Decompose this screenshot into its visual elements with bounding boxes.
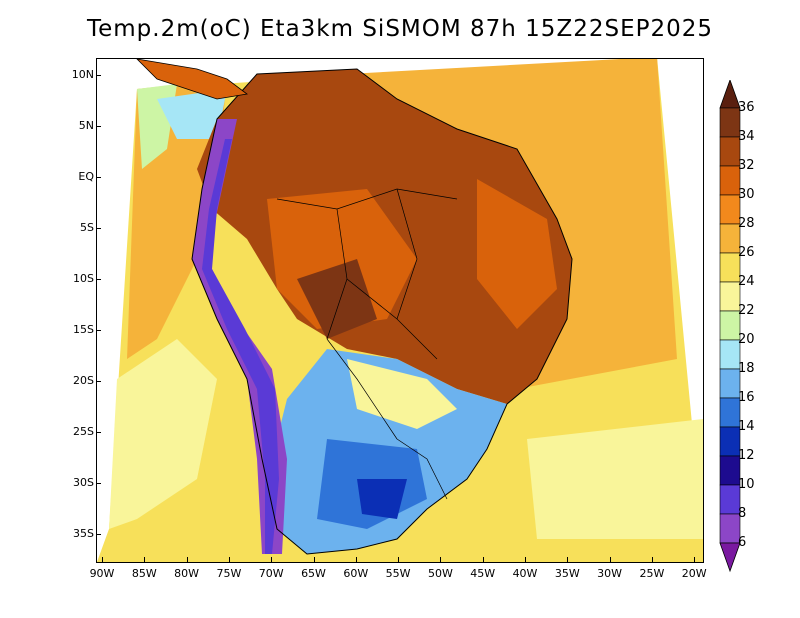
colorbar-label: 28 [738,216,755,231]
colorbar-label: 8 [738,506,747,521]
lon-tick [694,557,696,562]
colorbar-label: 12 [738,448,755,463]
colorbar-label: 34 [738,129,755,144]
colorbar-top-arrow [719,78,741,109]
ocean-light-blue [157,89,227,139]
lon-tick [609,557,611,562]
colorbar-segment [719,223,741,254]
colorbar-label: 14 [738,419,755,434]
map-title: Temp.2m(oC) Eta3km SiSMOM 87h 15Z22SEP20… [86,16,714,42]
colorbar-segment [719,165,741,196]
lon-tick [398,557,400,562]
colorbar-segment [719,339,741,370]
colorbar-segment [719,136,741,167]
colorbar-label: 20 [738,332,755,347]
andes-core [202,139,279,554]
lon-tick [525,557,526,562]
lat-label: 20S [73,374,94,387]
lat-tick [96,177,101,178]
coastline [191,68,573,555]
colorbar-segment [719,513,741,544]
lat-label: 15S [73,323,94,336]
lon-tick [440,557,442,562]
lat-label: 35S [73,527,94,540]
colorbar-label: 26 [738,245,755,260]
lon-label: 65W [301,567,326,580]
lat-label: EQ [78,170,94,183]
lon-tick [482,557,484,562]
colorbar-segment [719,310,741,341]
colorbar-segment [719,455,741,486]
lon-label: 55W [385,567,411,580]
colorbar-bottom-arrow [719,542,741,573]
lat-label: 5S [80,221,94,234]
lat-tick [96,330,101,331]
land-darkest-region [297,259,377,339]
colorbar-segment [719,484,741,515]
colorbar-segment [719,194,741,225]
lon-tick [144,557,146,562]
colorbar [716,78,776,580]
lon-label: 25W [639,567,665,580]
colorbar-label: 18 [738,361,755,376]
land-south-yellow [347,359,457,429]
lon-label: 85W [131,567,157,580]
land-south-coldest [357,479,407,519]
lon-label: 40W [512,567,538,580]
lon-tick [313,557,315,562]
lon-label: 80W [174,567,200,580]
lat-tick [96,279,101,280]
lat-tick [96,432,101,433]
lon-label: 50W [427,567,453,580]
lon-label: 75W [216,567,242,580]
ocean-cool-atlantic [527,419,703,539]
colorbar-segment [719,281,741,312]
lat-label: 10N [71,68,94,81]
lat-label: 30S [73,476,94,489]
colorbar-label: 22 [738,303,755,318]
lon-tick [102,557,103,562]
colorbar-scale [719,78,741,573]
colorbar-label: 36 [738,100,755,115]
lat-tick [96,126,101,127]
colorbar-label: 10 [738,477,755,492]
temperature-field [97,59,703,562]
lon-tick [271,557,273,562]
colorbar-segment [719,426,741,457]
colorbar-segment [719,397,741,428]
lon-label: 90W [89,567,115,580]
lon-label: 60W [343,567,369,580]
lat-tick [96,228,101,229]
colorbar-segment [719,252,741,283]
map-area [96,58,704,563]
colorbar-label: 16 [738,390,755,405]
colorbar-label: 30 [738,187,755,202]
lon-tick [355,557,357,562]
lon-label: 70W [258,567,284,580]
lon-label: 35W [554,567,580,580]
colorbar-segment [719,368,741,399]
lon-tick [567,557,569,562]
land-northeast [477,179,557,329]
lon-tick [651,557,653,562]
lat-label: 25S [73,425,94,438]
lat-label: 10S [73,272,94,285]
colorbar-label: 32 [738,158,755,173]
lon-tick [228,557,230,562]
lon-label: 30W [597,567,623,580]
lon-label: 45W [470,567,496,580]
lat-tick [96,534,101,535]
colorbar-label: 6 [738,535,747,550]
lat-label: 5N [78,119,94,132]
colorbar-segment [719,107,741,138]
lon-label: 20W [681,567,707,580]
central-america [136,59,248,100]
lat-tick [96,381,101,382]
political-borders [276,188,458,500]
lat-tick [96,75,101,76]
ocean-cool-pacific [109,339,217,529]
lat-tick [96,483,101,484]
colorbar-label: 24 [738,274,755,289]
lon-tick [186,557,188,562]
